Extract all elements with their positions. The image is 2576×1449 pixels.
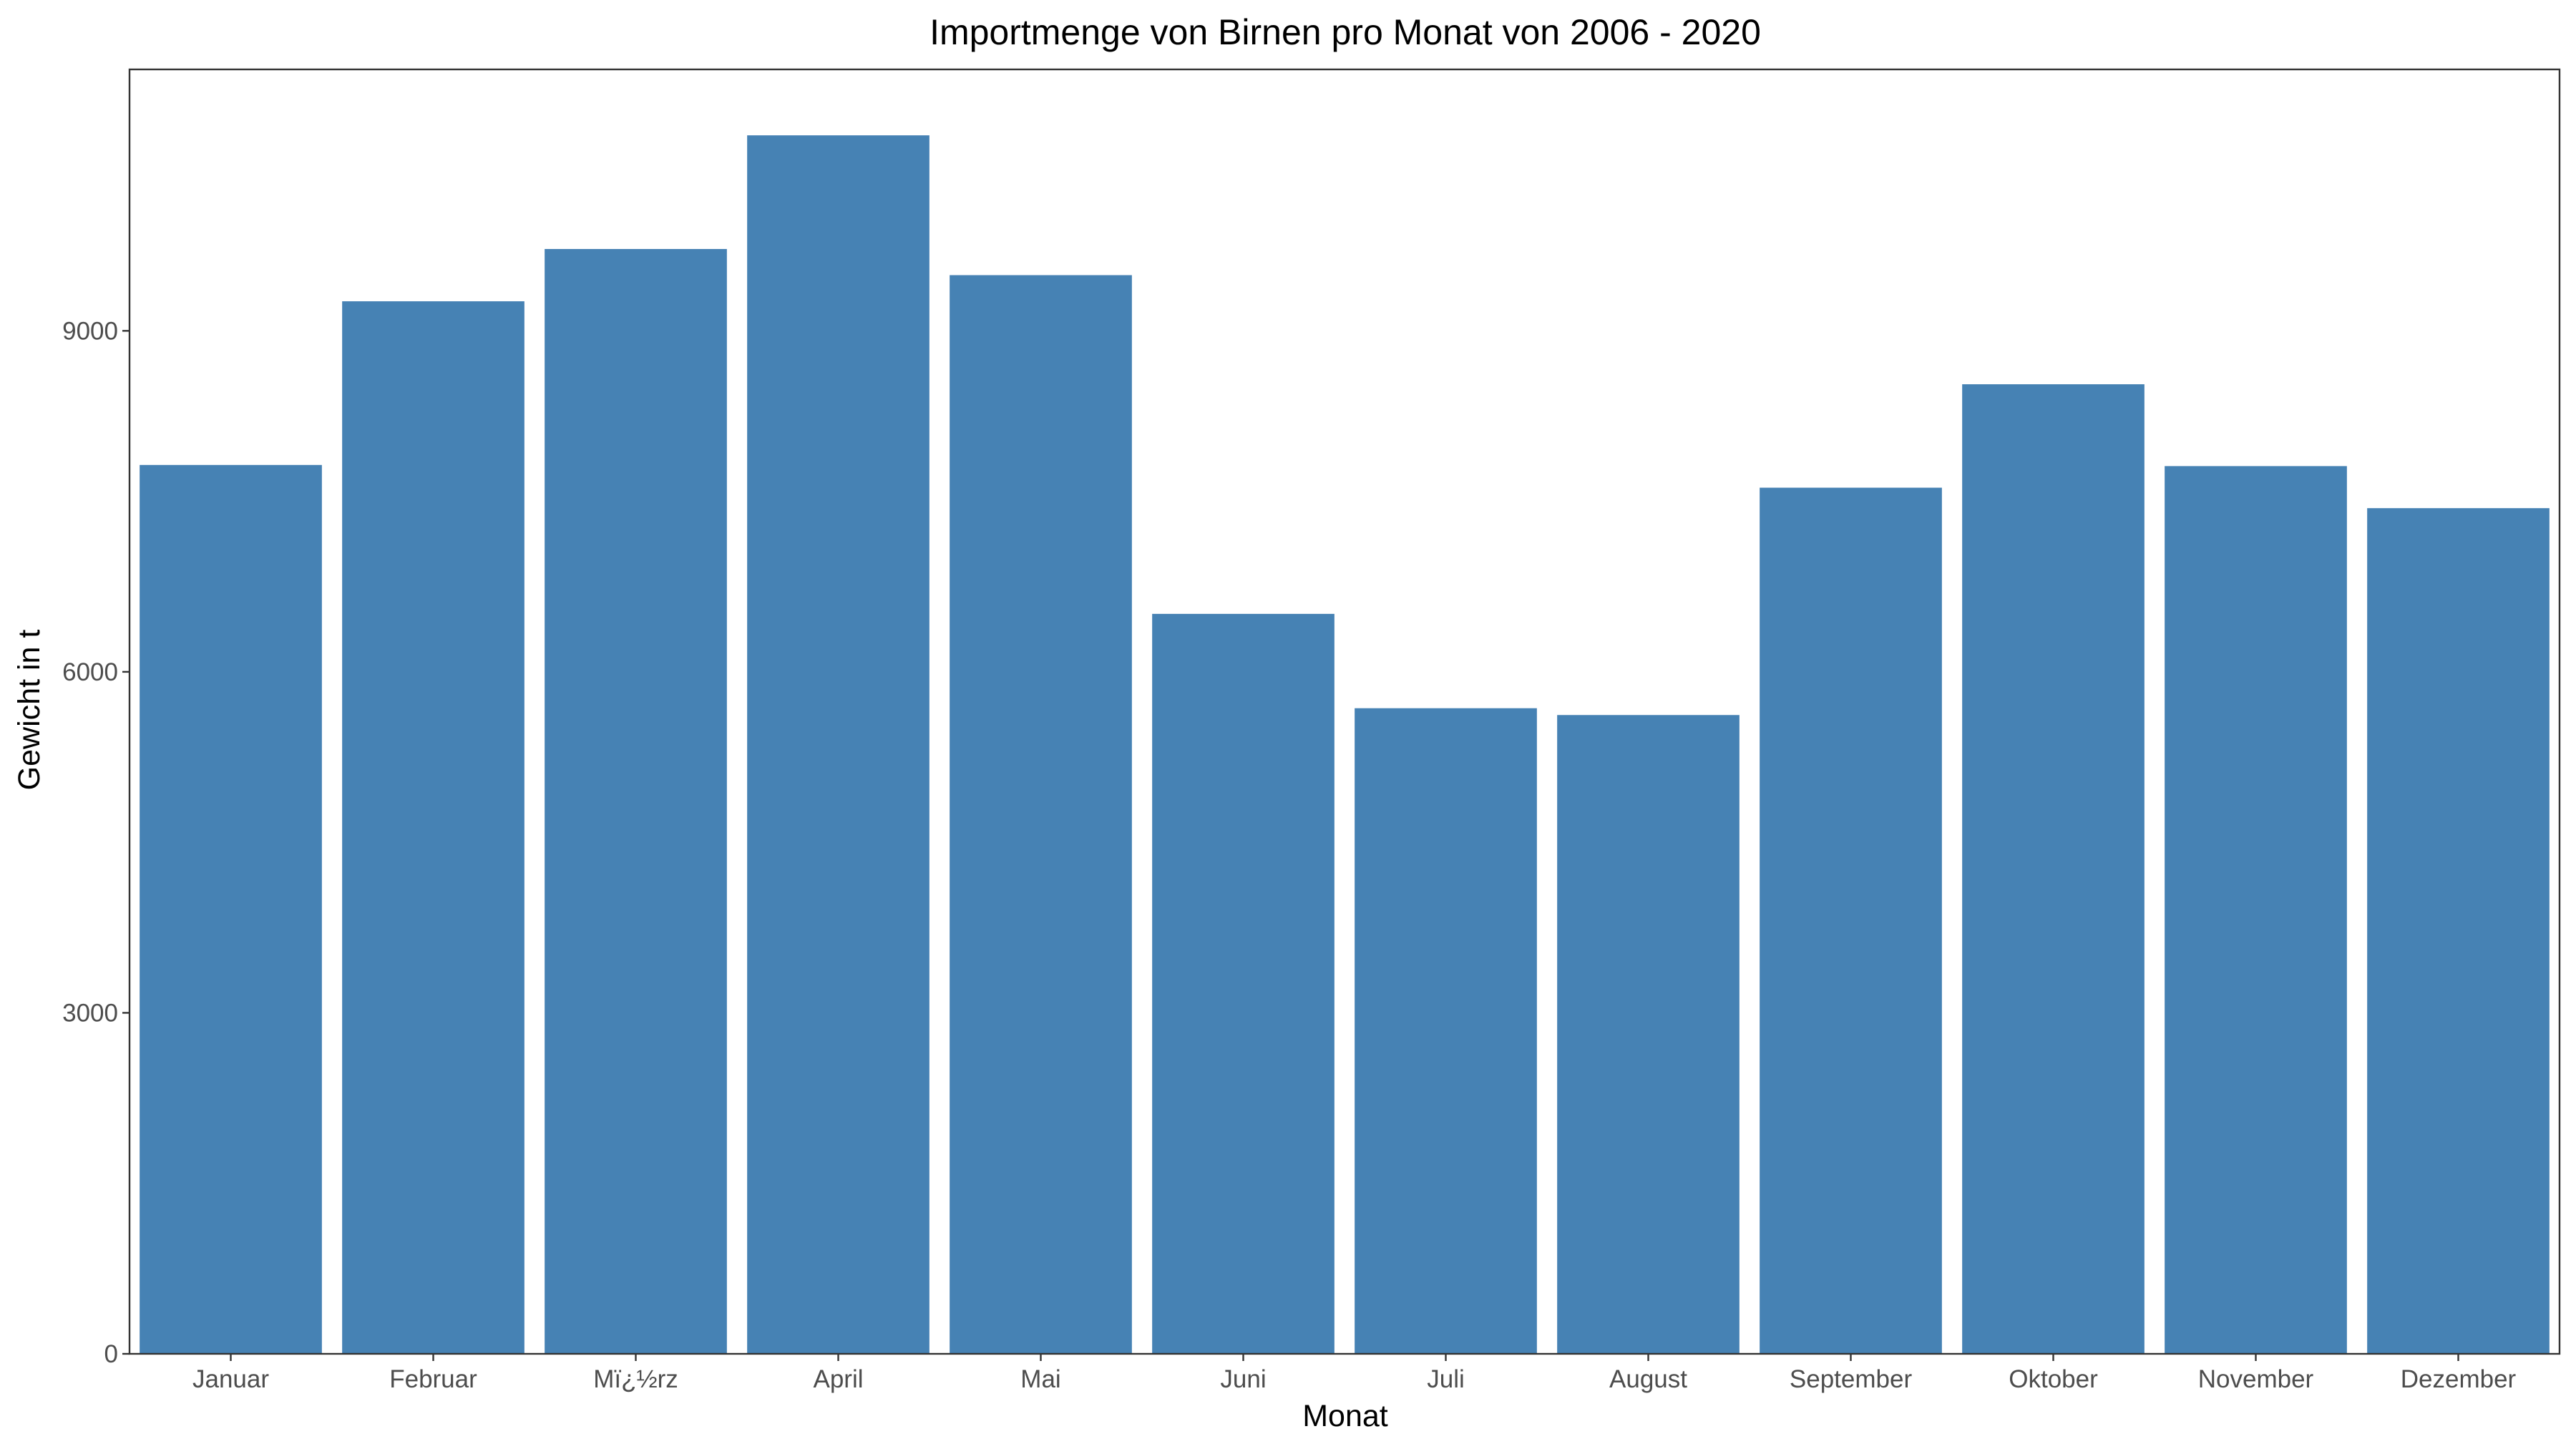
x-tick-label: Mai	[1020, 1365, 1060, 1393]
x-axis: Januar Februar Mï¿½rz April Mai Juni Juli Augus…	[192, 1354, 2517, 1393]
bar-juni	[1152, 613, 1335, 1354]
y-axis: 0 3000 6000 9000	[62, 317, 130, 1368]
x-tick-label: August	[1609, 1365, 1687, 1393]
x-tick-label: Januar	[192, 1365, 269, 1393]
y-tick-label: 6000	[62, 658, 118, 686]
x-tick-label: Juni	[1220, 1365, 1266, 1393]
x-tick-label: September	[1790, 1365, 1913, 1393]
y-tick-label: 9000	[62, 317, 118, 345]
chart-title: Importmenge von Birnen pro Monat von 200…	[930, 12, 1761, 52]
bar-series	[140, 135, 2550, 1355]
bar-dezember	[2367, 508, 2550, 1354]
bar-januar	[140, 464, 322, 1355]
bar-m-rz	[545, 248, 727, 1354]
bar-oktober	[1962, 384, 2145, 1355]
x-tick-label: November	[2198, 1365, 2314, 1393]
x-tick-label: Mï¿½rz	[593, 1365, 678, 1393]
bar-februar	[342, 301, 525, 1354]
bar-juli	[1355, 708, 1537, 1354]
bar-april	[747, 135, 930, 1355]
x-tick-label: Oktober	[2009, 1365, 2098, 1393]
x-tick-label: April	[813, 1365, 863, 1393]
bar-mai	[950, 275, 1132, 1354]
bar-september	[1760, 487, 1942, 1354]
x-axis-title: Monat	[1302, 1399, 1388, 1433]
y-tick-label: 3000	[62, 999, 118, 1027]
y-tick-label: 0	[104, 1340, 118, 1368]
bar-november	[2165, 466, 2347, 1354]
bar-august	[1557, 715, 1740, 1354]
x-tick-label: Juli	[1427, 1365, 1465, 1393]
x-tick-label: Dezember	[2401, 1365, 2517, 1393]
x-tick-label: Februar	[389, 1365, 477, 1393]
y-axis-title: Gewicht in t	[12, 630, 47, 791]
plot-panel-border	[128, 68, 2561, 1355]
